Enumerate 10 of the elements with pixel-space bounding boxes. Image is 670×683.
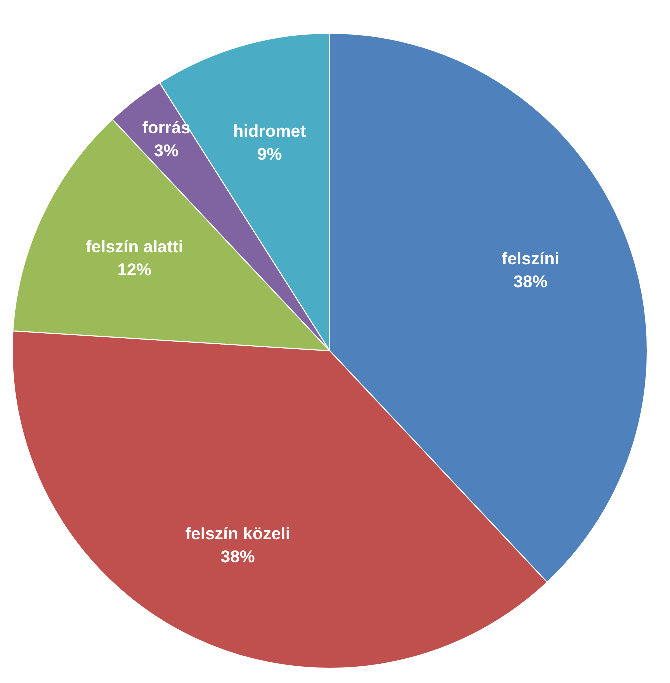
data-label: 38%	[514, 272, 548, 292]
slice-label: forrás	[142, 118, 191, 138]
data-label: 38%	[221, 548, 256, 567]
slice-label: felszín alatti	[86, 237, 184, 256]
data-label: 9%	[257, 144, 282, 164]
data-label: 12%	[118, 260, 152, 280]
slice-label: hidromet	[233, 122, 306, 141]
data-label: 3%	[154, 141, 179, 160]
slice-label: felszín közeli	[186, 524, 291, 544]
slice-label: felszíni	[502, 250, 560, 269]
